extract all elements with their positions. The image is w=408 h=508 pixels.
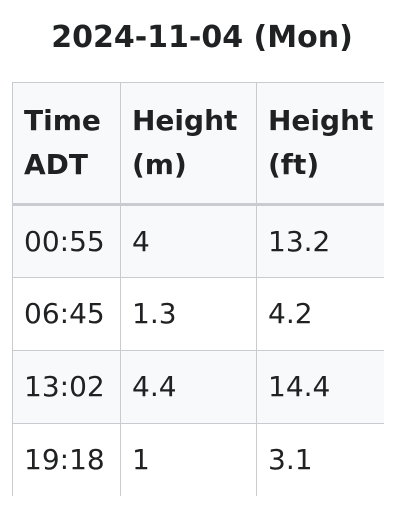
time-cell: 00:55 bbox=[12, 204, 121, 278]
height-m-cell: 4.4 bbox=[120, 350, 257, 424]
column-header-height-m-label: Height bbox=[132, 104, 238, 137]
height-m-cell: 1 bbox=[120, 423, 257, 496]
height-ft-cell: 14.4 bbox=[256, 350, 384, 424]
column-header-height-m: Height (m) bbox=[120, 82, 257, 206]
tide-table: Time ADT Height (m) Height (ft) 00:55 4 … bbox=[12, 82, 384, 496]
table-row: 13:02 4.4 14.4 bbox=[12, 350, 384, 424]
table-row: 06:45 1.3 4.2 bbox=[12, 277, 384, 351]
table-row: 19:18 1 3.1 bbox=[12, 423, 384, 496]
height-ft-cell: 13.2 bbox=[256, 204, 384, 278]
column-header-height-ft-unit: (ft) bbox=[268, 148, 320, 181]
tide-table-container[interactable]: Time ADT Height (m) Height (ft) 00:55 4 … bbox=[12, 82, 384, 496]
height-ft-cell: 3.1 bbox=[256, 423, 384, 496]
time-cell: 13:02 bbox=[12, 350, 121, 424]
column-header-height-ft: Height (ft) bbox=[256, 82, 384, 206]
table-row: 00:55 4 13.2 bbox=[12, 204, 384, 278]
table-title: 2024-11-04 (Mon) bbox=[51, 20, 353, 55]
column-header-time-label: Time bbox=[24, 104, 101, 137]
time-cell: 19:18 bbox=[12, 423, 121, 496]
header-row: Time ADT Height (m) Height (ft) bbox=[12, 82, 384, 206]
column-header-time-unit: ADT bbox=[24, 148, 89, 181]
column-header-time: Time ADT bbox=[12, 82, 121, 206]
height-ft-cell: 4.2 bbox=[256, 277, 384, 351]
column-header-height-m-unit: (m) bbox=[132, 148, 187, 181]
height-m-cell: 1.3 bbox=[120, 277, 257, 351]
column-header-height-ft-label: Height bbox=[268, 104, 374, 137]
height-m-cell: 4 bbox=[120, 204, 257, 278]
time-cell: 06:45 bbox=[12, 277, 121, 351]
